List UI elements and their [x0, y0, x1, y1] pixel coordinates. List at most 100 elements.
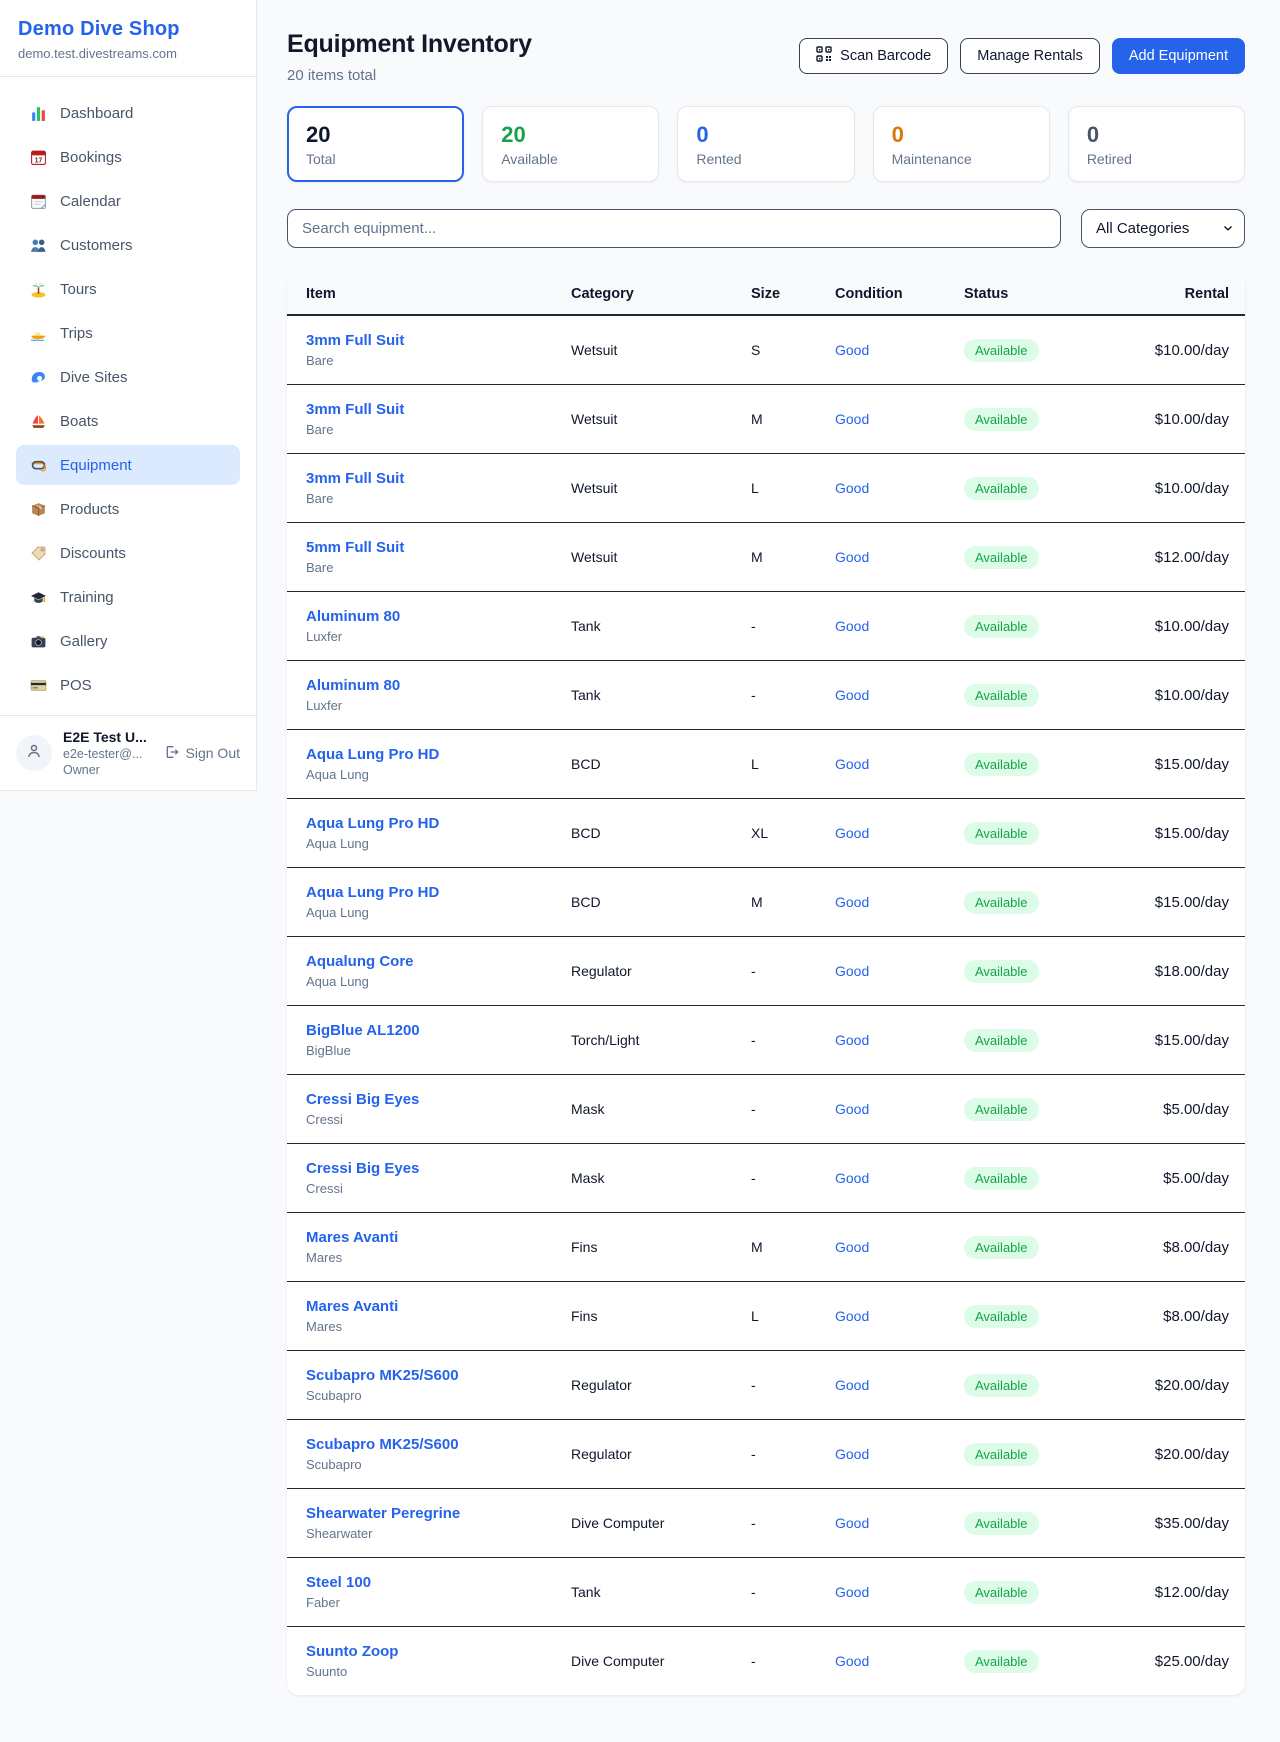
sidebar-item-training[interactable]: Training	[16, 577, 240, 617]
condition-link[interactable]: Good	[835, 825, 870, 841]
stat-card-rented[interactable]: 0 Rented	[677, 106, 855, 182]
table-row[interactable]: Aqua Lung Pro HD Aqua Lung BCD L Good Availab…	[287, 729, 1245, 799]
condition-link[interactable]: Good	[835, 1032, 870, 1048]
item-name-link[interactable]: Aluminum 80	[306, 608, 401, 625]
table-row[interactable]: 5mm Full Suit Bare Wetsuit M Good Available $1…	[287, 522, 1245, 592]
stat-card-available[interactable]: 20 Available	[482, 106, 660, 182]
table-row[interactable]: 3mm Full Suit Bare Wetsuit L Good Available $1…	[287, 453, 1245, 523]
table-row[interactable]: 3mm Full Suit Bare Wetsuit M Good Available $1…	[287, 384, 1245, 454]
sidebar-item-dashboard[interactable]: Dashboard	[16, 93, 240, 133]
table-row[interactable]: Aluminum 80 Luxfer Tank - Good Available $10.0…	[287, 591, 1245, 661]
sidebar-item-bookings[interactable]: 17 Bookings	[16, 137, 240, 177]
item-brand: Bare	[306, 491, 334, 506]
condition-link[interactable]: Good	[835, 963, 870, 979]
sidebar-item-calendar[interactable]: Calendar	[16, 181, 240, 221]
item-name-link[interactable]: 5mm Full Suit	[306, 539, 405, 556]
sidebar-item-products[interactable]: Products	[16, 489, 240, 529]
item-name-link[interactable]: Mares Avanti	[306, 1229, 399, 1246]
table-row[interactable]: Aqua Lung Pro HD Aqua Lung BCD M Good Availab…	[287, 867, 1245, 937]
equipment-table: Item Category Size Condition Status Rent…	[287, 273, 1245, 1695]
manage-rentals-button[interactable]: Manage Rentals	[960, 38, 1100, 74]
sign-out-button[interactable]: Sign Out	[164, 744, 240, 763]
sidebar-item-label: Training	[60, 588, 114, 606]
grad-cap-icon	[29, 588, 47, 606]
condition-link[interactable]: Good	[835, 1515, 870, 1531]
scan-barcode-button[interactable]: Scan Barcode	[799, 38, 949, 74]
sidebar-item-gallery[interactable]: Gallery	[16, 621, 240, 661]
table-row[interactable]: Aqua Lung Pro HD Aqua Lung BCD XL Good Availa…	[287, 798, 1245, 868]
rental-price: $15.00/day	[1095, 1005, 1245, 1075]
item-name-link[interactable]: Cressi Big Eyes	[306, 1160, 420, 1177]
sidebar-item-discounts[interactable]: Discounts	[16, 533, 240, 573]
table-row[interactable]: Mares Avanti Mares Fins L Good Available $8.00…	[287, 1281, 1245, 1351]
item-size: M	[743, 384, 827, 454]
item-name-link[interactable]: Steel 100	[306, 1574, 372, 1591]
item-name-link[interactable]: Aqua Lung Pro HD	[306, 815, 440, 832]
table-body: 3mm Full Suit Bare Wetsuit S Good Available $1…	[287, 315, 1245, 1695]
item-name-link[interactable]: 3mm Full Suit	[306, 401, 405, 418]
table-row[interactable]: Mares Avanti Mares Fins M Good Available $8.00…	[287, 1212, 1245, 1282]
sidebar-item-tours[interactable]: Tours	[16, 269, 240, 309]
item-name-link[interactable]: Suunto Zoop	[306, 1643, 399, 1660]
condition-link[interactable]: Good	[835, 1584, 870, 1600]
add-equipment-button[interactable]: Add Equipment	[1111, 38, 1245, 74]
condition-link[interactable]: Good	[835, 342, 870, 358]
item-name-link[interactable]: Aqualung Core	[306, 953, 414, 970]
equipment-table-card: Item Category Size Condition Status Rent…	[287, 273, 1245, 1695]
condition-link[interactable]: Good	[835, 1377, 870, 1393]
item-name-link[interactable]: 3mm Full Suit	[306, 332, 405, 349]
condition-link[interactable]: Good	[835, 1170, 870, 1186]
table-row[interactable]: Aluminum 80 Luxfer Tank - Good Available $10.0…	[287, 660, 1245, 730]
item-name-link[interactable]: Scubapro MK25/S600	[306, 1367, 459, 1384]
condition-link[interactable]: Good	[835, 894, 870, 910]
stat-card-retired[interactable]: 0 Retired	[1067, 106, 1246, 182]
condition-link[interactable]: Good	[835, 1653, 870, 1669]
table-row[interactable]: Shearwater Peregrine Shearwater Dive Compu…	[287, 1488, 1245, 1558]
condition-link[interactable]: Good	[835, 687, 870, 703]
table-row[interactable]: Steel 100 Faber Tank - Good Available $12.00/d…	[287, 1557, 1245, 1627]
table-row[interactable]: BigBlue AL1200 BigBlue Torch/Light - Good Ava…	[287, 1005, 1245, 1075]
item-name-link[interactable]: Scubapro MK25/S600	[306, 1436, 459, 1453]
search-input[interactable]	[287, 209, 1061, 248]
item-brand: Luxfer	[306, 629, 343, 644]
item-name-link[interactable]: Mares Avanti	[306, 1298, 399, 1315]
condition-link[interactable]: Good	[835, 1308, 870, 1324]
stat-card-total[interactable]: 20 Total	[287, 106, 465, 182]
sidebar-item-boats[interactable]: Boats	[16, 401, 240, 441]
sidebar-item-label: Customers	[60, 236, 133, 254]
table-row[interactable]: Scubapro MK25/S600 Scubapro Regulator - Good…	[287, 1419, 1245, 1489]
condition-link[interactable]: Good	[835, 618, 870, 634]
table-row[interactable]: Aqualung Core Aqua Lung Regulator - Good Avai…	[287, 936, 1245, 1006]
condition-link[interactable]: Good	[835, 1101, 870, 1117]
sidebar-item-pos[interactable]: POS	[16, 665, 240, 705]
column-header-item: Item	[287, 273, 563, 316]
condition-link[interactable]: Good	[835, 549, 870, 565]
table-row[interactable]: Scubapro MK25/S600 Scubapro Regulator - Good…	[287, 1350, 1245, 1420]
condition-link[interactable]: Good	[835, 411, 870, 427]
item-name-link[interactable]: Cressi Big Eyes	[306, 1091, 420, 1108]
item-name-link[interactable]: BigBlue AL1200	[306, 1022, 420, 1039]
condition-link[interactable]: Good	[835, 756, 870, 772]
item-name-link[interactable]: Aqua Lung Pro HD	[306, 746, 440, 763]
item-name-link[interactable]: Shearwater Peregrine	[306, 1505, 461, 1522]
stat-card-maintenance[interactable]: 0 Maintenance	[872, 106, 1050, 182]
table-row[interactable]: 3mm Full Suit Bare Wetsuit S Good Available $1…	[287, 315, 1245, 385]
condition-link[interactable]: Good	[835, 1239, 870, 1255]
table-row[interactable]: Suunto Zoop Suunto Dive Computer - Good Avail…	[287, 1626, 1245, 1695]
item-name-link[interactable]: Aluminum 80	[306, 677, 401, 694]
sidebar-item-customers[interactable]: Customers	[16, 225, 240, 265]
sidebar-item-dive-sites[interactable]: Dive Sites	[16, 357, 240, 397]
condition-link[interactable]: Good	[835, 480, 870, 496]
sidebar-item-trips[interactable]: Trips	[16, 313, 240, 353]
palm-island-icon	[29, 280, 47, 298]
condition-link[interactable]: Good	[835, 1446, 870, 1462]
table-row[interactable]: Cressi Big Eyes Cressi Mask - Good Available $…	[287, 1074, 1245, 1144]
category-select-wrap: All Categories	[1081, 209, 1245, 248]
item-category: Wetsuit	[563, 384, 743, 454]
item-brand: Bare	[306, 422, 334, 437]
category-filter-select[interactable]: All Categories	[1081, 209, 1245, 248]
table-row[interactable]: Cressi Big Eyes Cressi Mask - Good Available $…	[287, 1143, 1245, 1213]
sidebar-item-equipment[interactable]: Equipment	[16, 445, 240, 485]
item-name-link[interactable]: 3mm Full Suit	[306, 470, 405, 487]
item-name-link[interactable]: Aqua Lung Pro HD	[306, 884, 440, 901]
